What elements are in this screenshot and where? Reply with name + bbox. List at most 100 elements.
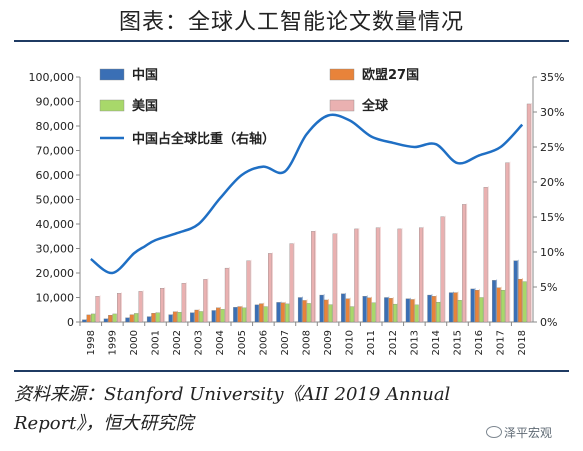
bar [448, 292, 453, 323]
bar [332, 233, 337, 323]
share-line [90, 113, 524, 275]
legend-label: 中国 [132, 67, 158, 83]
bar [414, 304, 419, 323]
bar-side [444, 215, 446, 322]
x-tick-label: 1999 [107, 330, 118, 355]
x-tick-label: 2009 [323, 330, 334, 355]
legend-label: 欧盟27国 [362, 67, 419, 83]
bar [108, 314, 113, 323]
y2-tick-label: 0% [540, 316, 557, 329]
bar-side [228, 266, 230, 322]
bar [328, 304, 333, 323]
x-tick-label: 2005 [237, 330, 248, 355]
bar-side [379, 226, 381, 322]
x-tick-label: 2004 [215, 330, 226, 355]
bar-side [530, 102, 532, 322]
x-tick-label: 2013 [409, 330, 420, 355]
y2-tick-label: 20% [540, 176, 564, 189]
y-tick-label: 20,000 [36, 267, 75, 280]
bar [233, 307, 238, 323]
bar [354, 228, 359, 323]
bar [129, 314, 134, 323]
bar-side [314, 230, 317, 322]
x-tick-label: 2015 [453, 330, 464, 355]
bar [518, 278, 522, 323]
bar [479, 297, 484, 323]
x-tick-label: 2006 [258, 330, 269, 355]
bar [259, 303, 264, 323]
bar-side [336, 232, 338, 322]
bar [146, 316, 151, 323]
bar [276, 302, 281, 323]
bar [224, 267, 229, 323]
bar-side [422, 226, 424, 322]
y-tick-label: 70,000 [36, 145, 75, 158]
y-tick-label: 10,000 [36, 292, 75, 305]
legend-label: 美国 [132, 98, 158, 114]
bar [155, 312, 160, 323]
page-title: 图表：全球人工智能论文数量情况 [118, 10, 464, 35]
bar-side [207, 278, 209, 322]
bar [160, 288, 165, 323]
bar [323, 299, 328, 323]
bar-side [271, 252, 273, 322]
legend-swatch [329, 68, 355, 81]
bar-side [509, 161, 511, 322]
ai-papers-chart: 0 10,000 20,000 30,000 40,000 50,000 60,000 70,… [29, 67, 565, 355]
y-tick-label: 80,000 [36, 120, 75, 133]
y-tick-label: 90,000 [36, 96, 75, 109]
bar [397, 228, 402, 323]
wechat-icon [486, 426, 502, 438]
bar [431, 296, 436, 323]
bar [103, 318, 108, 323]
bar [483, 187, 488, 323]
bar [410, 299, 415, 323]
bar [362, 296, 367, 323]
bar [177, 312, 182, 323]
bar [82, 319, 87, 323]
bar [384, 297, 389, 323]
x-tick-label: 2000 [129, 330, 140, 355]
bar-side [250, 259, 252, 322]
bar-side [465, 203, 468, 322]
bar [393, 303, 397, 323]
bar [190, 312, 194, 323]
bar [203, 279, 208, 323]
x-tick-label: 2016 [474, 330, 485, 355]
bar [242, 307, 246, 323]
bar-side [142, 290, 144, 322]
x-tick-label: 2001 [151, 330, 162, 355]
bar [194, 309, 199, 323]
bar [427, 294, 432, 323]
bar-side [401, 227, 403, 322]
bar [319, 294, 324, 323]
bar [457, 300, 462, 323]
bar [302, 300, 307, 323]
bar [349, 306, 354, 323]
y2-tick-label: 25% [540, 141, 564, 154]
x-tick-label: 2017 [496, 330, 507, 355]
bar [138, 291, 143, 323]
x-tick-label: 2014 [431, 330, 442, 355]
bar [117, 293, 121, 323]
x-tick-label: 2007 [280, 330, 291, 355]
x-tick-label: 2018 [517, 330, 528, 355]
legend-label: 中国占全球比重（右轴） [132, 131, 275, 147]
bar [306, 303, 311, 323]
bar [405, 298, 410, 323]
legend-swatch [329, 99, 355, 112]
bar [345, 298, 350, 323]
bar [86, 314, 91, 323]
source-divider [14, 370, 569, 372]
y-tick-label: 30,000 [36, 243, 75, 256]
x-tick-label: 2011 [366, 330, 377, 355]
bar [134, 313, 139, 323]
bar [341, 293, 345, 323]
bar [263, 306, 268, 323]
bar [419, 227, 423, 323]
bar [268, 253, 272, 323]
bar [172, 311, 177, 323]
bar [375, 227, 380, 323]
bar [367, 297, 371, 323]
x-tick-label: 2008 [302, 330, 313, 355]
